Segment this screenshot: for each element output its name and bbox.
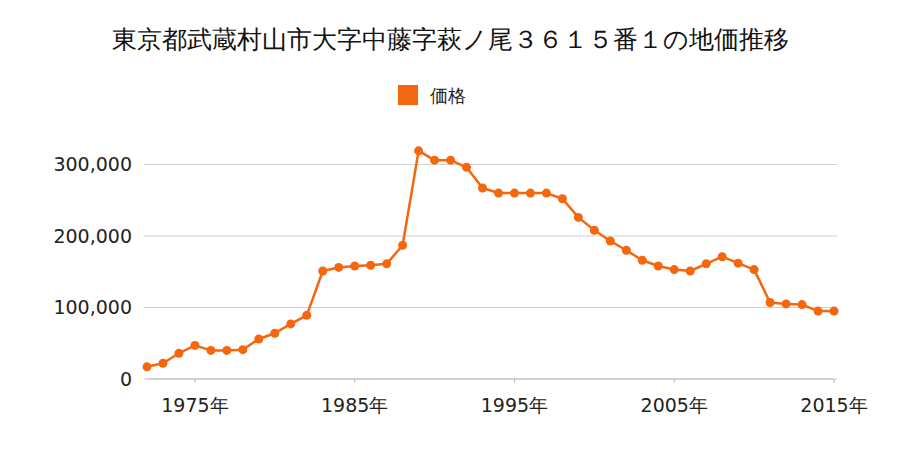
point: [702, 259, 711, 268]
plot-area: [143, 146, 839, 371]
point: [270, 329, 279, 338]
point: [718, 252, 727, 261]
point: [478, 184, 487, 193]
grid-line: [144, 164, 837, 165]
point: [462, 163, 471, 172]
point: [334, 263, 343, 272]
point: [606, 236, 615, 245]
point: [302, 311, 311, 320]
legend-swatch: [398, 85, 418, 105]
point: [190, 341, 199, 350]
y-tick-label: 0: [120, 368, 132, 390]
point: [542, 189, 551, 198]
point: [670, 265, 679, 274]
point: [558, 194, 567, 203]
point: [366, 261, 375, 270]
x-tick: [674, 379, 675, 383]
x-tick-label: 2015年: [800, 394, 867, 416]
point: [830, 307, 839, 316]
line: [147, 151, 834, 367]
point: [574, 213, 583, 222]
point: [414, 146, 423, 155]
point: [798, 300, 807, 309]
x-axis-line: [147, 379, 834, 380]
legend-label: 価格: [430, 85, 466, 106]
point: [158, 359, 167, 368]
point: [382, 259, 391, 268]
point: [318, 267, 327, 276]
point: [782, 299, 791, 308]
x-tick-label: 2005年: [641, 394, 708, 416]
point: [766, 298, 775, 307]
grid-line: [144, 379, 837, 380]
point: [750, 265, 759, 274]
point: [494, 189, 503, 198]
point: [638, 256, 647, 265]
point: [622, 246, 631, 255]
point: [222, 346, 231, 355]
y-tick-label: 100,000: [53, 296, 132, 318]
grid-line: [144, 307, 837, 308]
x-tick: [194, 379, 195, 383]
chart: 東京都武蔵村山市大字中藤字萩ノ尾３６１５番１の地価推移 0 100,000 200,0…: [0, 0, 900, 450]
point: [686, 267, 695, 276]
point: [238, 345, 247, 354]
point: [590, 226, 599, 235]
title: 東京都武蔵村山市大字中藤字萩ノ尾３６１５番１の地価推移: [112, 25, 789, 54]
point: [350, 262, 359, 271]
point: [286, 319, 295, 328]
y-tick-label: 300,000: [53, 153, 132, 175]
y-tick-label: 200,000: [53, 225, 132, 247]
point: [814, 307, 823, 316]
point: [446, 156, 455, 165]
point: [510, 189, 519, 198]
point: [143, 362, 152, 371]
point: [734, 259, 743, 268]
point: [254, 334, 263, 343]
x-tick-label: 1995年: [481, 394, 548, 416]
x-tick: [514, 379, 515, 383]
x-tick: [834, 379, 835, 383]
x-tick-label: 1985年: [321, 394, 388, 416]
point: [430, 156, 439, 165]
x-tick: [354, 379, 355, 383]
grid-line: [144, 235, 837, 236]
x-tick-label: 1975年: [161, 394, 228, 416]
point: [654, 262, 663, 271]
point: [174, 349, 183, 358]
point: [206, 346, 215, 355]
point: [398, 241, 407, 250]
point: [526, 189, 535, 198]
